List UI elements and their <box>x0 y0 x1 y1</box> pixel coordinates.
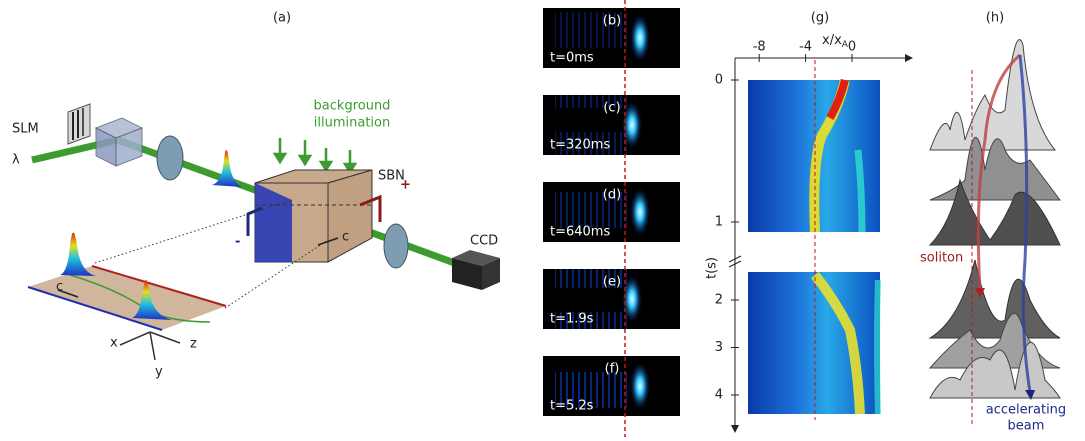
frame-time: t=0ms <box>550 51 594 66</box>
beam-spot <box>630 188 650 236</box>
frame-label: (d) <box>603 188 621 203</box>
panel-g: (g) x/xA t(s) -8 -4 0 0 1 2 3 4 <box>705 11 914 434</box>
heat-streak <box>877 280 878 414</box>
beam-splitter <box>96 118 142 166</box>
beam-spot <box>630 14 650 62</box>
y-tick-label: 2 <box>715 293 723 308</box>
y-tick-label: 1 <box>715 215 723 230</box>
wavelength-label: λ <box>12 153 20 168</box>
axis-label: y <box>155 365 163 380</box>
illumination-label: background <box>314 99 391 114</box>
figure: (a) SLM λ background illumination SBN + … <box>0 0 1085 437</box>
soliton-label: soliton <box>920 251 963 266</box>
panel-label: (h) <box>986 11 1004 26</box>
panel-label: (g) <box>811 11 829 26</box>
frames: (b) t=0ms (c) t=320ms (d) t=640ms (e) t=1.9s (f)… <box>543 8 680 416</box>
y-tick-label: 4 <box>715 388 723 403</box>
frame-label: (e) <box>603 275 621 290</box>
lens <box>384 224 408 268</box>
minus-label: - <box>235 235 240 250</box>
axis-label: z <box>190 337 197 352</box>
x-tick-label: -8 <box>753 40 766 55</box>
frame-label: (c) <box>603 101 620 116</box>
panel-h: (h) soliton accelerating beam <box>920 11 1066 434</box>
camera-label: CCD <box>470 234 498 249</box>
x-tick-label: 0 <box>848 40 856 55</box>
frame-time: t=640ms <box>550 225 610 240</box>
profile <box>930 260 1060 338</box>
frame-time: t=5.2s <box>550 399 594 414</box>
axis-arrow <box>731 425 739 433</box>
slm-label: SLM <box>12 122 39 137</box>
beam-spot <box>630 362 650 410</box>
x-axis-label: x/x <box>822 33 842 48</box>
slm <box>68 104 90 144</box>
axis-label: x <box>110 336 118 351</box>
x-axis-label: x/xA <box>822 33 849 50</box>
beam-label: accelerating <box>986 403 1066 418</box>
c-label: c <box>56 280 63 295</box>
panel-label: (a) <box>273 11 291 26</box>
beam-label: beam <box>1008 419 1045 434</box>
frame-label: (f) <box>605 362 620 377</box>
c-label: c <box>342 230 349 245</box>
frame-time: t=320ms <box>550 138 610 153</box>
frame-label: (b) <box>603 14 621 29</box>
arrows <box>275 138 355 172</box>
y-tick-label: 3 <box>715 340 723 355</box>
axis-arrow <box>905 54 913 62</box>
frame-time: t=1.9s <box>550 312 594 327</box>
axes <box>120 332 180 360</box>
x-tick-label: -4 <box>799 40 812 55</box>
illumination-label: illumination <box>314 116 390 131</box>
lens <box>157 136 183 180</box>
crystal <box>255 170 372 262</box>
camera <box>452 250 500 290</box>
panel-a: (a) SLM λ background illumination SBN + … <box>12 11 500 380</box>
heat-streak <box>858 150 862 232</box>
y-axis-label: t(s) <box>705 257 720 279</box>
y-tick-label: 0 <box>715 73 723 88</box>
plus-label: + <box>400 178 411 193</box>
